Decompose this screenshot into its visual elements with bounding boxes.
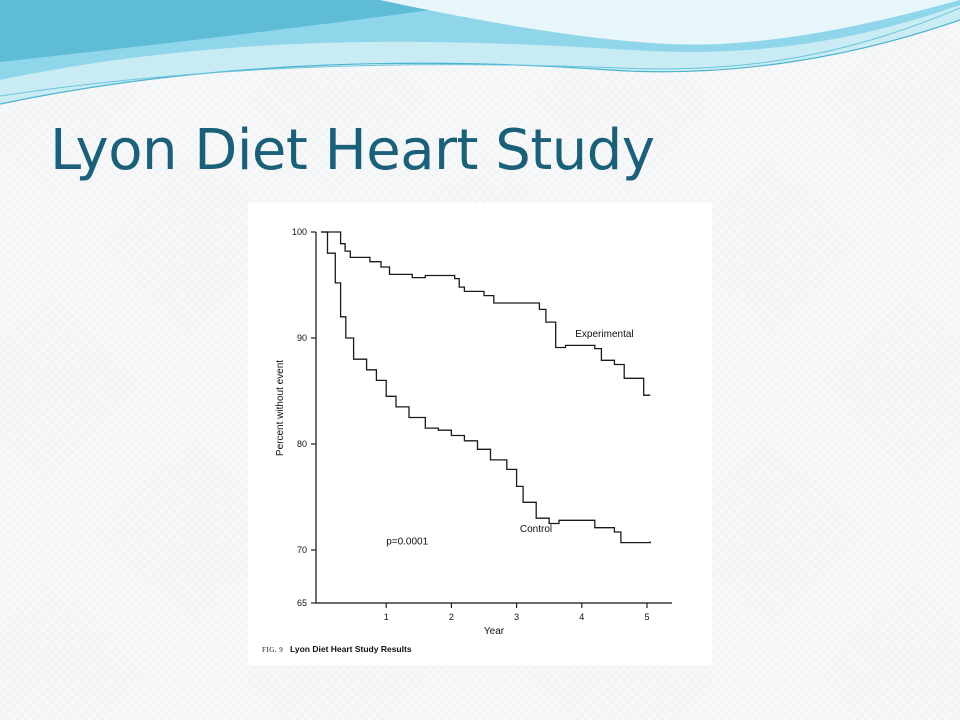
series-label-experimental: Experimental	[575, 329, 633, 340]
y-ticks: 65 70 80 90 100	[292, 227, 316, 608]
header-wave-decoration	[0, 0, 960, 105]
y-tick-label: 90	[297, 333, 307, 343]
x-tick-label: 2	[449, 612, 454, 622]
wave-highlight	[380, 0, 960, 45]
series-line-experimental	[321, 231, 651, 396]
annotation-group: p=0.0001	[386, 537, 428, 548]
y-axis-title: Percent without event	[275, 360, 286, 456]
y-tick-label: 100	[292, 227, 307, 237]
x-ticks: 1 2 3 4 5	[384, 603, 650, 622]
x-axis-title: Year	[484, 626, 505, 637]
figure-label: FIG. 9	[262, 646, 283, 654]
wave-band-dark	[0, 0, 500, 62]
x-tick-label: 1	[384, 612, 389, 622]
x-tick-label: 5	[644, 612, 649, 622]
p-value-annotation: p=0.0001	[386, 537, 428, 548]
series-line-control	[321, 231, 651, 544]
y-tick-label: 70	[297, 545, 307, 555]
x-tick-label: 4	[579, 612, 584, 622]
x-tick-label: 3	[514, 612, 519, 622]
slide-title: Lyon Diet Heart Study	[50, 118, 655, 183]
figure-caption: Lyon Diet Heart Study Results	[290, 644, 412, 654]
y-tick-label: 65	[297, 598, 307, 608]
series-label-control: Control	[520, 524, 552, 535]
y-tick-label: 80	[297, 439, 307, 449]
series-group: Experimental Control	[321, 231, 651, 544]
wave-stroke-2	[0, 7, 960, 97]
chart-axes	[315, 232, 672, 604]
